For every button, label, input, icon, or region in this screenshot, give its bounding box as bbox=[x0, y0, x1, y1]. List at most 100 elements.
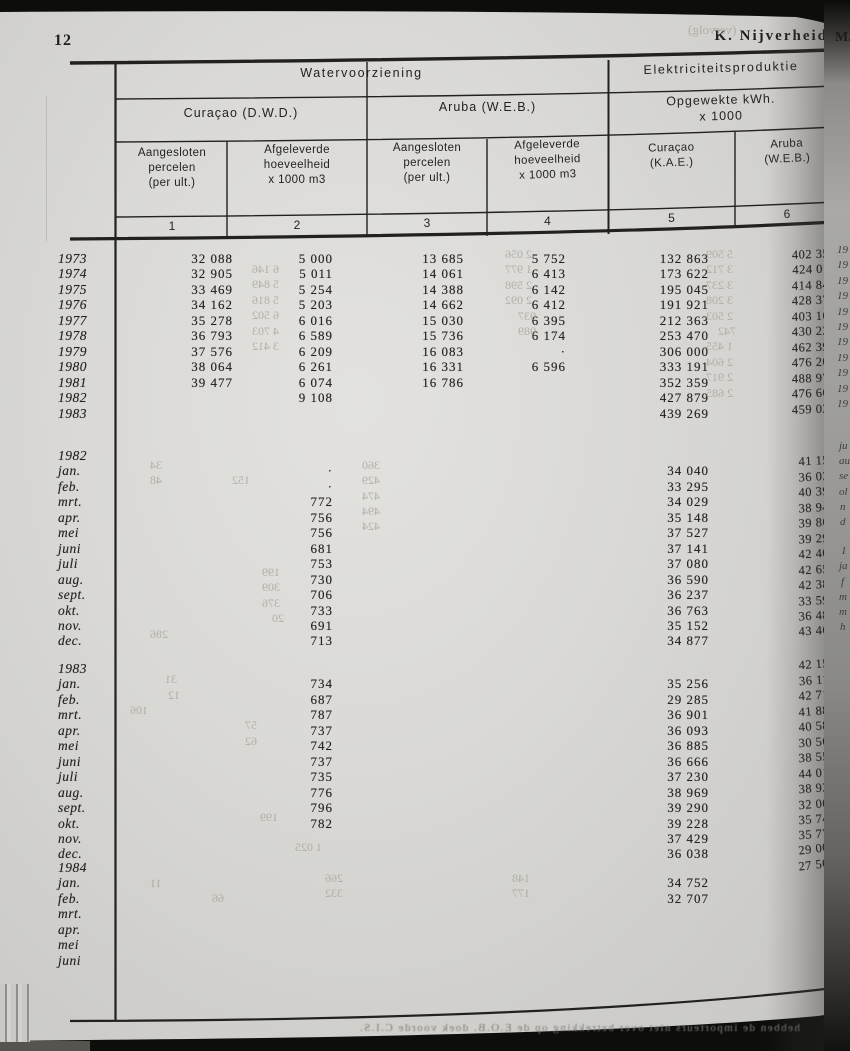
cell-col2: 6 261 bbox=[298, 359, 333, 375]
table-row: juli 753 37 080 42 400 bbox=[0, 546, 850, 572]
row-label: 1983 bbox=[58, 405, 87, 421]
table-row: okt. 782 39 228 32 004 bbox=[0, 795, 850, 832]
next-page-text-fragment: 19 bbox=[837, 367, 848, 379]
subheader-curacao-dwd: Curaçao (D.W.D.) bbox=[183, 106, 299, 120]
row-label: nov. bbox=[58, 617, 82, 633]
table-row: feb. 687 29 285 36 112 bbox=[0, 672, 850, 708]
row-label: apr. bbox=[58, 722, 81, 738]
row-label: apr. bbox=[58, 921, 81, 937]
table-row: jan. 734 35 256 42 150 bbox=[0, 656, 850, 692]
cell-col2: 6 074 bbox=[298, 374, 333, 390]
table-row: sept. 706 36 237 42 381 bbox=[0, 577, 850, 603]
row-label: 1980 bbox=[58, 359, 87, 375]
cell-col2: 737 bbox=[310, 722, 333, 738]
cell-col1: 32 905 bbox=[191, 266, 233, 282]
cell-col5: 427 879 bbox=[659, 390, 709, 406]
subheader-opgewekte-kwh: Opgewekte kWh. x 1000 bbox=[666, 91, 776, 124]
cell-col3: 16 331 bbox=[422, 359, 464, 375]
next-page-text-fragment: 19 bbox=[837, 275, 848, 287]
cell-col2: 753 bbox=[310, 556, 333, 572]
cell-col5: 195 045 bbox=[659, 281, 709, 297]
cell-col3: 13 685 bbox=[422, 251, 464, 266]
next-page-header-letter: M. bbox=[835, 30, 850, 45]
table-row: 1982 9 108 427 879 476 661 bbox=[0, 385, 850, 406]
cell-col1: 32 088 bbox=[191, 251, 233, 266]
table-row: 1982 bbox=[0, 448, 850, 464]
cell-col5: 35 256 bbox=[667, 676, 709, 692]
row-label: nov. bbox=[58, 830, 82, 846]
table-row: apr. 756 35 148 38 944 bbox=[0, 499, 850, 526]
cell-col5: 306 000 bbox=[659, 343, 709, 359]
cell-col3: 16 083 bbox=[422, 343, 464, 359]
cell-col2: 737 bbox=[310, 753, 333, 769]
table-row: dec. 36 038 35 776 bbox=[0, 826, 850, 862]
cell-col5: 38 969 bbox=[667, 784, 709, 800]
next-page-text-fragment: 19 bbox=[837, 259, 848, 271]
next-page-text-fragment: m bbox=[839, 606, 847, 618]
next-page-text-fragment: ol bbox=[839, 486, 848, 498]
cell-col5: 35 148 bbox=[667, 509, 709, 525]
table-row: nov. 37 429 35 749 bbox=[0, 811, 850, 847]
cell-col2: 9 108 bbox=[298, 390, 333, 406]
col-header-1: Aangesloten percelen (per ult.) bbox=[137, 147, 207, 189]
cell-col3: 16 786 bbox=[422, 374, 464, 390]
row-label: okt. bbox=[58, 815, 80, 831]
cell-col2: 733 bbox=[310, 602, 333, 618]
cell-col2: 742 bbox=[310, 738, 333, 754]
cell-col5: 32 707 bbox=[667, 890, 709, 906]
cell-col2: 787 bbox=[310, 707, 333, 723]
running-header: K. Nijverheid bbox=[714, 28, 828, 44]
table-row: juni bbox=[0, 953, 850, 969]
col-number-6: 6 bbox=[783, 207, 791, 221]
cell-col5: 34 029 bbox=[667, 494, 709, 510]
cell-col1: 39 477 bbox=[191, 374, 233, 390]
footer-bleed-text: hebben de importeurs niet over betrekkin… bbox=[358, 1022, 800, 1034]
table-row: mrt. 787 36 901 42 713 bbox=[0, 687, 850, 723]
row-label: 1976 bbox=[58, 297, 87, 313]
row-label: feb. bbox=[58, 890, 80, 906]
row-label: juni bbox=[58, 540, 82, 556]
table-row: apr. bbox=[0, 922, 850, 938]
table-row: 1975 33 469 5 254 14 388 6 142 195 045 414 844 bbox=[0, 277, 850, 298]
next-page-text-fragment: 19 bbox=[837, 398, 848, 410]
cell-col3: 14 388 bbox=[422, 281, 464, 297]
cell-col2: 772 bbox=[310, 494, 333, 510]
cell-col1: 36 793 bbox=[191, 328, 233, 344]
cell-col4: 6 412 bbox=[531, 297, 566, 313]
group-header-elektriciteitsproduktie: Elektriciteitsproduktie bbox=[643, 58, 799, 78]
cell-col5: 37 141 bbox=[667, 540, 709, 556]
cell-col5: 37 429 bbox=[667, 830, 709, 846]
row-label: jan. bbox=[58, 875, 81, 891]
row-label: aug. bbox=[58, 784, 84, 800]
row-label: 1974 bbox=[58, 266, 87, 282]
cell-col2: 6 589 bbox=[298, 328, 333, 344]
next-page-text-fragment: 19 bbox=[837, 244, 848, 256]
col-number-5: 5 bbox=[668, 211, 675, 225]
col-header-4: Afgeleverde hoeveelheid x 1000 m3 bbox=[514, 138, 581, 182]
table-row: jan. · 34 040 41 154 bbox=[0, 453, 850, 479]
row-label: 1983 bbox=[58, 661, 87, 676]
table-row: apr. 737 36 093 41 883 bbox=[0, 702, 850, 739]
table-row: juni 737 36 666 30 567 bbox=[0, 733, 850, 770]
cell-col2: 5 011 bbox=[299, 266, 333, 282]
next-page-text-fragment: 19 bbox=[837, 290, 848, 302]
cell-col5: 253 470 bbox=[659, 328, 709, 344]
next-page-text-fragment: f bbox=[841, 576, 845, 588]
cell-col3: 14 662 bbox=[422, 297, 464, 313]
cell-col2: 706 bbox=[310, 587, 333, 603]
subheader-aruba-web: Aruba (W.E.B.) bbox=[438, 100, 537, 114]
next-page-text-fragment: se bbox=[839, 470, 849, 482]
row-label: juli bbox=[58, 556, 79, 572]
next-page-text-fragment: au bbox=[839, 455, 850, 467]
cell-col4: 5 752 bbox=[531, 251, 566, 266]
next-page-text-fragment: ju bbox=[839, 440, 848, 452]
cell-col3: 15 030 bbox=[422, 312, 464, 328]
row-label: jan. bbox=[58, 676, 81, 692]
cell-col4: 6 413 bbox=[531, 266, 566, 282]
cell-col5: 439 269 bbox=[659, 405, 709, 421]
table-row: 1976 34 162 5 203 14 662 6 412 191 921 428 372 bbox=[0, 293, 850, 313]
row-label: juni bbox=[58, 753, 82, 769]
cell-col5: 173 622 bbox=[659, 266, 709, 282]
bleed-margin-line bbox=[46, 96, 47, 241]
cell-col5: 36 901 bbox=[667, 707, 709, 723]
